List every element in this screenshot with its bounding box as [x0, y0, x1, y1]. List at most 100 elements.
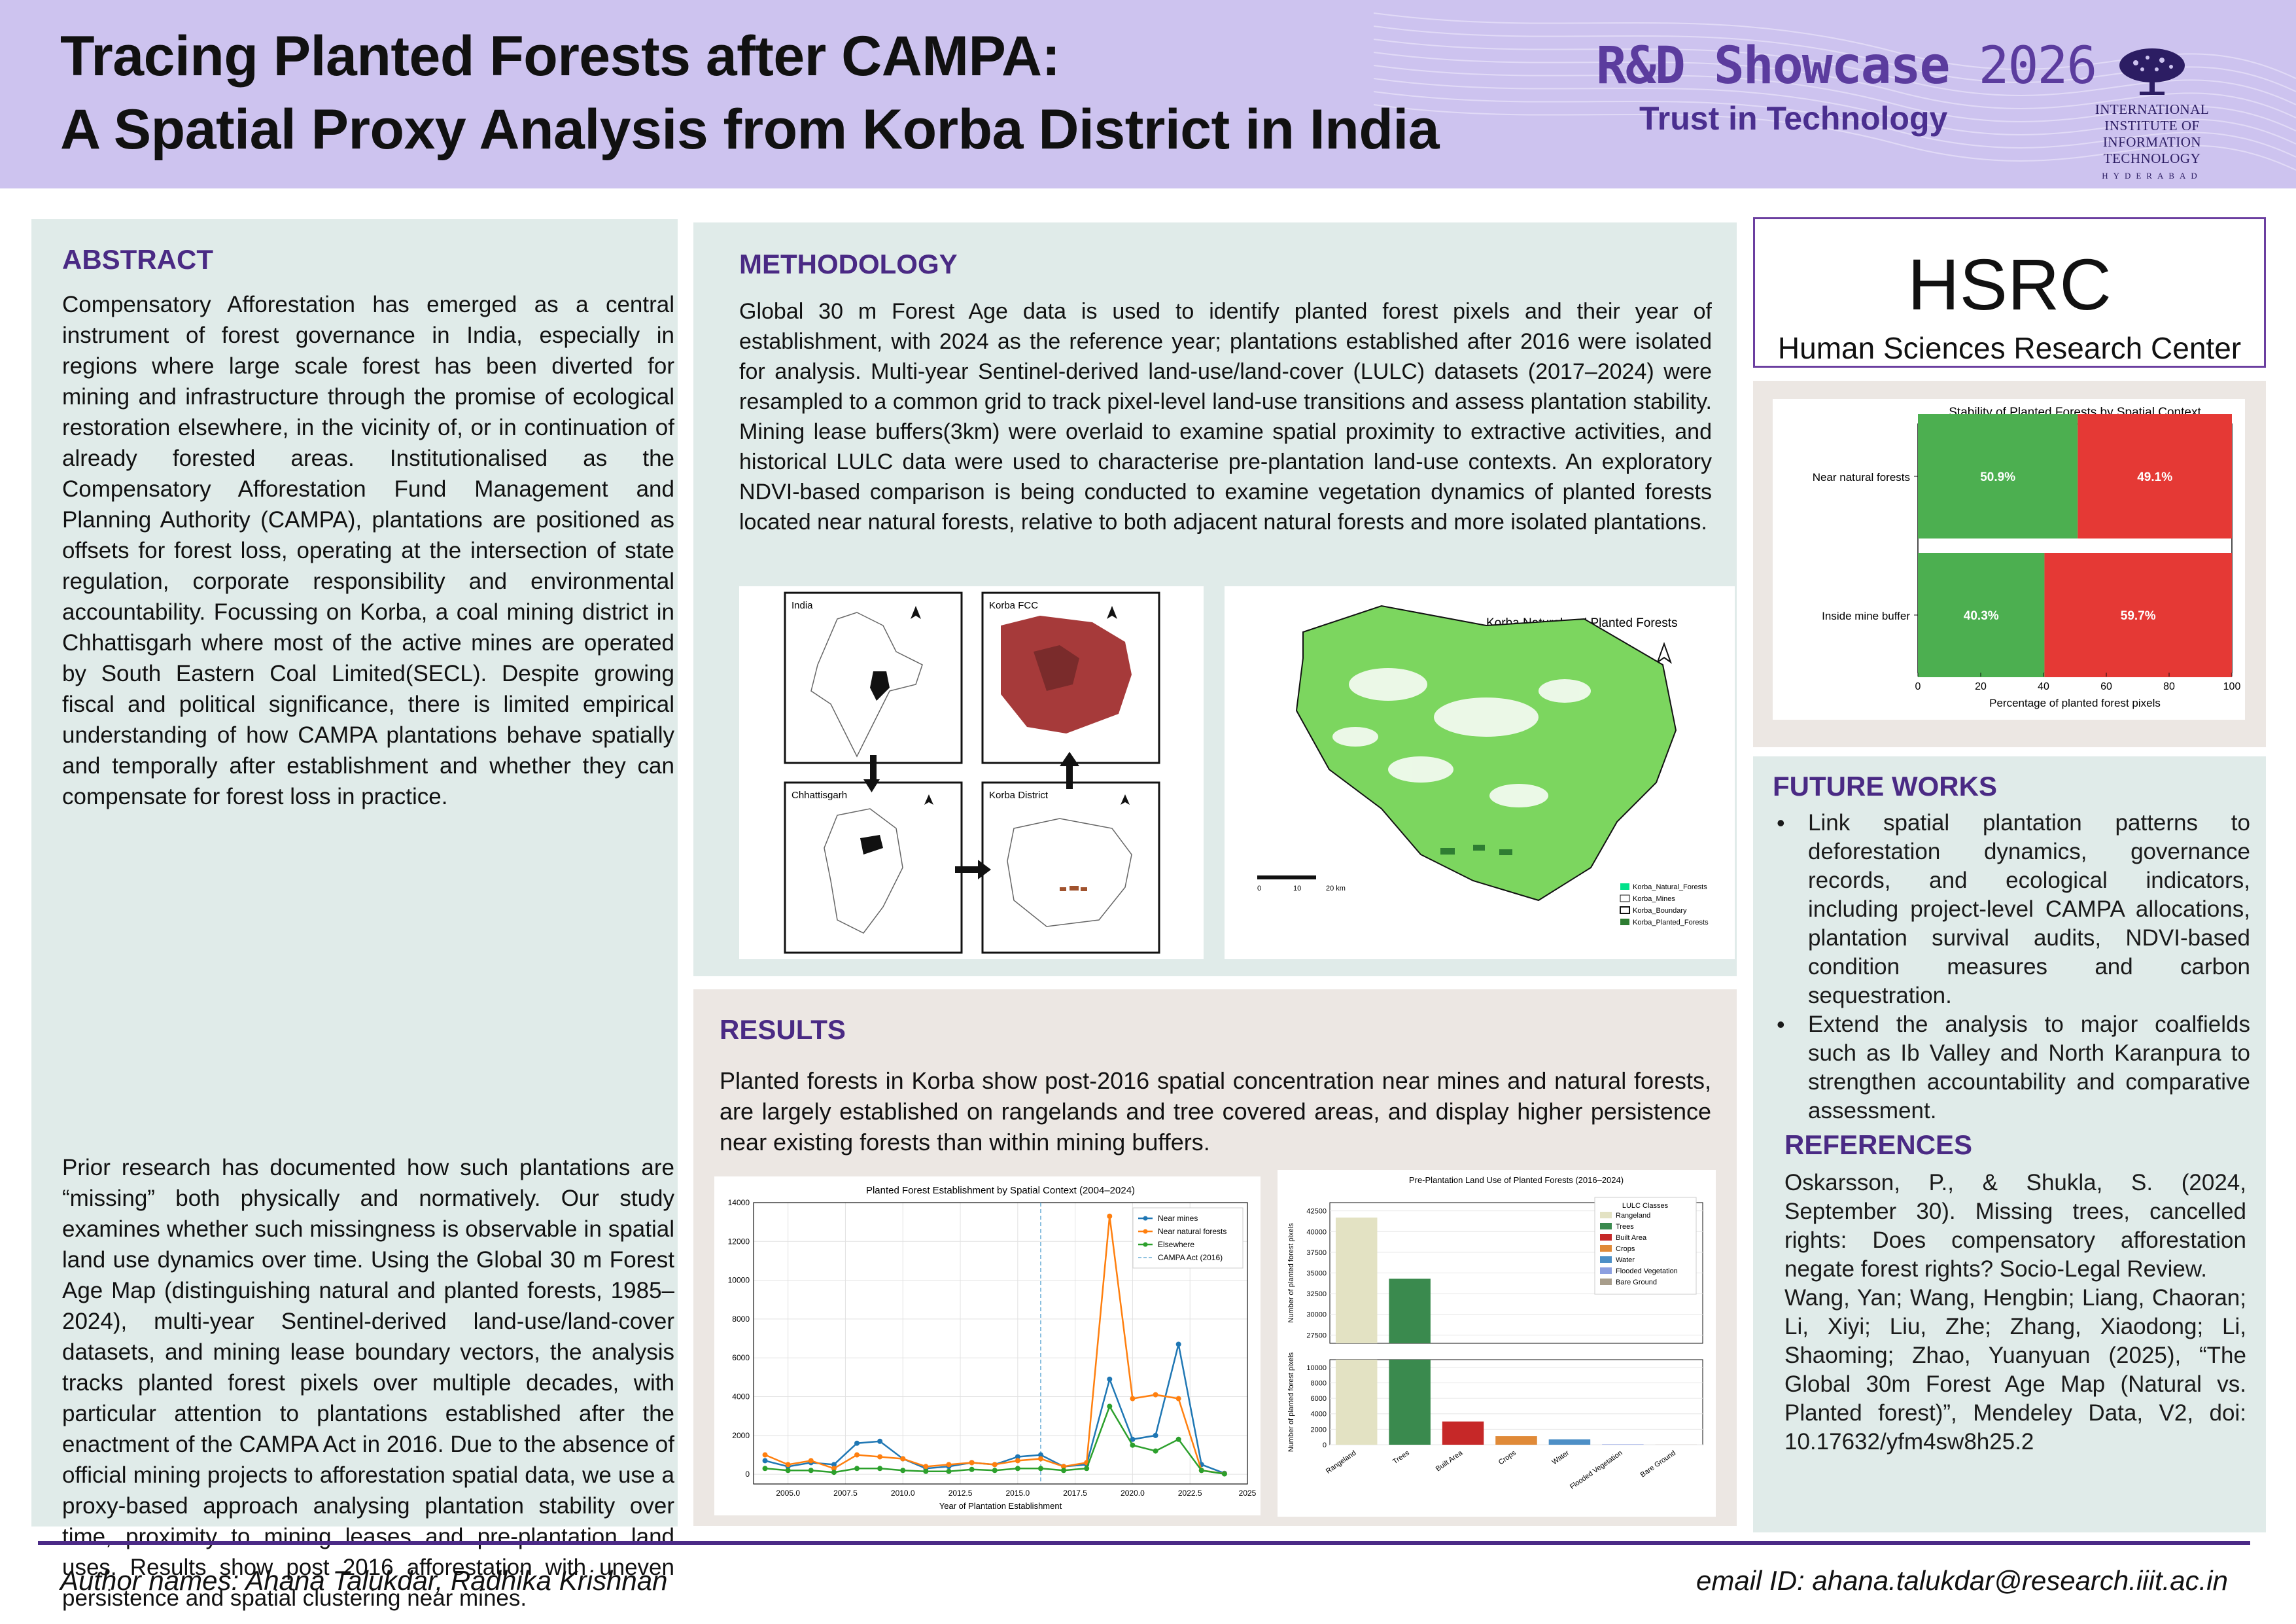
x-tick-label: 2012.5: [948, 1489, 973, 1498]
scale-label-0: 0: [1257, 885, 1261, 892]
y-tick-label: 6000: [732, 1353, 750, 1362]
data-point: [831, 1470, 837, 1475]
legend-swatch: [1600, 1212, 1612, 1218]
korba-map-legend: Korba_Natural_Forests Korba_Mines Korba_…: [1620, 883, 1709, 927]
contact-email: email ID: ahana.talukdar@research.iiit.a…: [1696, 1565, 2228, 1596]
results-text: Planted forests in Korba show post-2016 …: [720, 1067, 1711, 1156]
data-point: [831, 1466, 837, 1472]
bar-data-label: 40.3%: [1964, 609, 1999, 623]
legend-swatch: [1600, 1234, 1612, 1241]
legend-label: Trees: [1616, 1223, 1634, 1231]
lulc-bar: [1335, 1360, 1378, 1445]
future-works-heading: FUTURE WORKS: [1773, 771, 1997, 802]
study-area-map-figure: India Korba FCC Chhattisgarh Korba Distr…: [739, 586, 1204, 959]
data-point: [877, 1466, 883, 1472]
data-point: [1037, 1466, 1043, 1472]
showcase-year: 2026: [1978, 37, 2098, 96]
map-frame-chhattisgarh: [784, 781, 963, 954]
future-work-item: Extend the analysis to major coalfields …: [1773, 1010, 2250, 1125]
y-tick-label: 12000: [728, 1237, 750, 1246]
korba-forest-map-figure: Korba Natural and Planted Forests 0 10 2…: [1225, 586, 1735, 959]
data-point: [854, 1440, 860, 1446]
x-tick-label: 2017.5: [1063, 1489, 1087, 1498]
hsrc-logo-box: HSRC Human Sciences Research Center: [1753, 217, 2266, 368]
y-tick-label: 0: [745, 1470, 750, 1479]
category-label: Near natural forests: [1813, 471, 1910, 484]
y-tick-label: 27500: [1306, 1332, 1327, 1339]
legend-swatch: [1600, 1267, 1612, 1274]
data-point: [923, 1464, 929, 1470]
data-point: [785, 1468, 791, 1474]
hsrc-acronym: HSRC: [1907, 245, 2112, 325]
abstract-paragraph-2: Prior research has documented how such p…: [62, 1155, 674, 1611]
legend-swatch: [1600, 1256, 1612, 1263]
chart-title: Planted Forest Establishment by Spatial …: [866, 1185, 1135, 1196]
category-label: Flooded Vegetation: [1569, 1449, 1624, 1491]
data-point: [877, 1438, 883, 1444]
tagline: Trust in Technology: [1639, 100, 1948, 137]
stability-chart-panel: Stability of Planted Forests by Spatial …: [1753, 381, 2266, 747]
data-point: [1175, 1396, 1181, 1402]
data-point: [1107, 1403, 1113, 1409]
y-tick-label: 40000: [1306, 1228, 1327, 1236]
x-tick-label: 2022.5: [1178, 1489, 1202, 1498]
lulc-bar: [1389, 1360, 1431, 1445]
data-point: [1015, 1454, 1020, 1460]
map-label-korba-district: Korba District: [989, 790, 1049, 801]
lower-plot-frame: [1329, 1359, 1703, 1445]
map-frame-korba-district: [981, 781, 1160, 954]
legend-marker: [1143, 1229, 1148, 1234]
title-line-1: Tracing Planted Forests after CAMPA:: [60, 25, 1060, 88]
data-point: [1153, 1392, 1158, 1398]
x-tick-label: 2010.0: [891, 1489, 915, 1498]
data-point: [946, 1468, 952, 1474]
y-tick-label: 10000: [1306, 1364, 1327, 1372]
legend-label: Rangeland: [1616, 1212, 1650, 1220]
map-label-chhattisgarh: Chhattisgarh: [791, 790, 847, 801]
india-outline: [810, 612, 923, 758]
legend-marker: [1143, 1216, 1148, 1221]
chhattisgarh-highlight: [870, 671, 890, 701]
institute-line-2: INFORMATION TECHNOLOGY: [2102, 134, 2202, 166]
category-label: Bare Ground: [1639, 1449, 1677, 1479]
x-tick-label: 40: [2038, 681, 2049, 692]
results-panel: RESULTS Planted forests in Korba show po…: [693, 989, 1737, 1526]
y-tick-label: 2000: [1311, 1426, 1327, 1434]
abstract-heading: ABSTRACT: [62, 244, 213, 275]
x-tick-label: 20: [1975, 681, 1987, 692]
x-tick-label: 0: [1915, 681, 1921, 692]
data-point: [1175, 1341, 1181, 1347]
legend-label: Flooded Vegetation: [1616, 1267, 1678, 1275]
legend-label: Bare Ground: [1616, 1279, 1657, 1286]
legend-label: Built Area: [1616, 1234, 1647, 1242]
results-heading: RESULTS: [720, 1014, 846, 1045]
legend-title: LULC Classes: [1622, 1202, 1669, 1210]
map-label-india: India: [791, 600, 813, 611]
abstract-panel: ABSTRACT Compensatory Afforestation has …: [31, 219, 678, 1611]
data-point: [831, 1462, 837, 1468]
legend-label: Near natural forests: [1158, 1227, 1226, 1236]
plot-frame: [753, 1202, 1248, 1485]
legend-label: Crops: [1616, 1245, 1635, 1253]
chart-title: Pre-Plantation Land Use of Planted Fores…: [1409, 1175, 1624, 1185]
data-point: [854, 1452, 860, 1458]
y-tick-label: 8000: [1311, 1379, 1327, 1387]
bar-data-label: 49.1%: [2137, 470, 2172, 484]
data-point: [808, 1458, 814, 1464]
legend-swatch: [1600, 1279, 1612, 1285]
data-point: [1015, 1466, 1020, 1472]
scale-bar: [1257, 875, 1316, 879]
data-point: [1130, 1436, 1136, 1442]
author-names: Author names: Ahana Talukdar, Radhika Kr…: [60, 1565, 668, 1596]
north-arrow-icon: [1656, 642, 1672, 664]
legend-label: Elsewhere: [1158, 1240, 1194, 1249]
abstract-paragraph-1: Compensatory Afforestation has emerged a…: [62, 292, 674, 809]
x-tick-label: 2005.0: [776, 1489, 800, 1498]
legend-mines: Korba_Mines: [1633, 895, 1675, 903]
data-point: [1107, 1376, 1113, 1382]
institute-line-1: INTERNATIONAL INSTITUTE OF: [2095, 101, 2210, 133]
tree-emblem-icon: [2119, 48, 2185, 95]
y-tick-label: 8000: [732, 1315, 750, 1324]
data-point: [923, 1468, 929, 1474]
data-point: [1037, 1456, 1043, 1462]
